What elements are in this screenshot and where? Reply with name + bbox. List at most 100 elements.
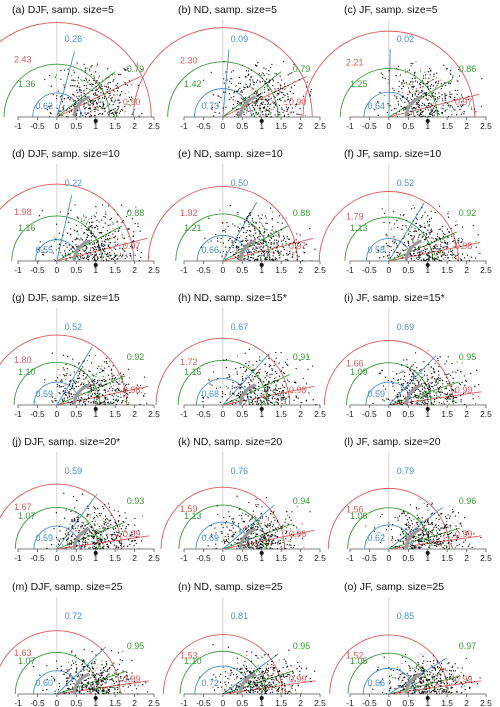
scatter-point (430, 109, 432, 111)
scatter-point (287, 85, 289, 87)
scatter-point (104, 248, 106, 250)
scatter-point (269, 522, 271, 525)
scatter-point (223, 60, 225, 63)
scatter-point (443, 403, 445, 405)
scatter-point (98, 97, 101, 99)
scatter-point (259, 360, 261, 362)
scatter-point (211, 106, 214, 108)
scatter-point (258, 544, 260, 546)
scatter-point (441, 85, 443, 87)
x-tick-label: 0 (54, 121, 59, 131)
scatter-point (396, 116, 399, 118)
scatter-point (288, 244, 290, 246)
scatter-point (432, 79, 434, 81)
x-tick-label: 0.5 (402, 121, 414, 131)
scatter-point (88, 255, 90, 257)
scatter-point (234, 225, 236, 227)
scatter-point (114, 244, 117, 246)
scatter-point (287, 96, 289, 98)
scatter-point (247, 248, 249, 250)
scatter-point (387, 379, 389, 382)
scatter-point (118, 546, 120, 549)
scatter-point (460, 104, 462, 106)
scatter-point (107, 224, 109, 227)
scatter-point (397, 103, 400, 105)
scatter-point (424, 401, 426, 403)
scatter-point (286, 514, 289, 516)
scatter-point (415, 90, 417, 93)
ensemble-arc (72, 95, 90, 117)
scatter-point (243, 547, 245, 549)
scatter-point (113, 395, 115, 397)
scatter-point (46, 547, 48, 550)
scatter-point (447, 213, 449, 215)
scatter-point (84, 545, 86, 547)
scatter-point (284, 103, 286, 105)
x-tick-label: -1 (14, 265, 22, 275)
scatter-point (93, 242, 95, 244)
scatter-point (446, 396, 448, 399)
scatter-point (221, 395, 223, 398)
scatter-point (52, 252, 54, 254)
scatter-point (68, 396, 71, 398)
scatter-point (74, 85, 76, 87)
scatter-point (431, 237, 433, 239)
scatter-point (116, 401, 119, 403)
scatter-point (393, 404, 395, 406)
scatter-point (222, 230, 224, 232)
scatter-point (307, 356, 309, 358)
scatter-point (100, 547, 103, 550)
scatter-point (243, 113, 245, 116)
scatter-point (66, 389, 69, 392)
scatter-point (437, 379, 439, 381)
scatter-point (65, 374, 67, 376)
scatter-point (240, 103, 242, 105)
scatter-point (255, 247, 258, 249)
scatter-point (102, 369, 104, 371)
scatter-point (89, 113, 92, 115)
scatter-point (105, 534, 108, 536)
scatter-point (67, 392, 69, 394)
scatter-point (116, 537, 118, 539)
scatter-point (408, 99, 410, 102)
scatter-point (412, 85, 414, 88)
scatter-point (393, 236, 395, 238)
scatter-point (410, 376, 413, 378)
scatter-point (428, 388, 431, 391)
scatter-point (107, 503, 110, 505)
scatter-point (118, 112, 121, 114)
red-radius-label: 1.92 (180, 208, 198, 218)
scatter-point (261, 103, 264, 106)
scatter-point (116, 398, 118, 400)
scatter-point (215, 537, 217, 539)
scatter-point (305, 86, 307, 88)
scatter-point (41, 249, 43, 251)
panel-title: (l) JF, samp. size=20 (344, 436, 441, 448)
scatter-point (377, 101, 379, 103)
scatter-point (111, 394, 113, 397)
scatter-point (278, 234, 280, 236)
scatter-point (116, 254, 118, 256)
scatter-point (422, 86, 424, 88)
scatter-point (374, 109, 376, 111)
scatter-point (85, 257, 88, 259)
scatter-point (89, 252, 92, 254)
scatter-point (249, 518, 252, 520)
scatter-point (257, 247, 259, 249)
scatter-point (227, 387, 229, 389)
scatter-point (68, 73, 70, 75)
scatter-point (85, 102, 87, 104)
scatter-point (86, 533, 88, 535)
scatter-point (275, 385, 278, 388)
scatter-point (433, 105, 436, 108)
scatter-point (265, 256, 267, 259)
scatter-point (395, 113, 397, 115)
scatter-point (432, 388, 435, 390)
scatter-point (257, 99, 259, 101)
scatter-point (67, 537, 69, 539)
scatter-point (108, 231, 111, 234)
scatter-point (436, 252, 438, 255)
scatter-point (70, 110, 72, 112)
scatter-point (445, 387, 447, 389)
scatter-point (309, 93, 311, 96)
